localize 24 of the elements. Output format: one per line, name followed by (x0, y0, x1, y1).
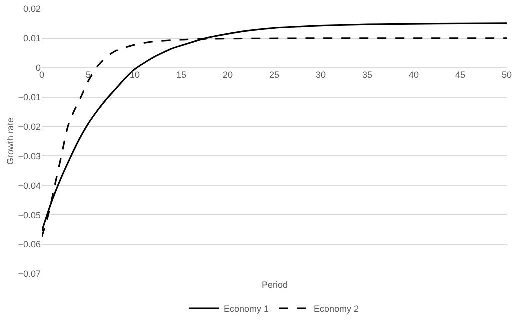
y-tick-label: −0.04 (18, 180, 41, 191)
x-tick-label: 50 (502, 70, 512, 80)
x-tick-label: 10 (130, 70, 140, 80)
x-tick-label: 40 (408, 70, 420, 80)
y-tick-label: −0.01 (18, 92, 41, 102)
x-tick-label: 30 (316, 70, 326, 80)
x-tick-label: 20 (222, 70, 234, 80)
y-tick-label: 0 (36, 63, 41, 74)
y-tick-label: −0.02 (18, 122, 41, 132)
x-tick-label: 35 (362, 70, 373, 80)
x-tick-label: 5 (86, 70, 92, 80)
x-tick-label: 15 (176, 70, 187, 80)
legend-label: Economy 1 (224, 304, 270, 314)
y-axis-title: Growth rate (6, 118, 16, 166)
x-axis-title: Period (262, 280, 288, 290)
y-tick-label: −0.06 (18, 240, 41, 250)
x-tick-label: 25 (269, 70, 280, 80)
legend-label: Economy 2 (314, 304, 360, 314)
y-tick-label: −0.07 (18, 269, 41, 280)
y-tick-label: −0.05 (18, 210, 41, 220)
y-tick-label: 0.01 (23, 34, 41, 44)
y-tick-label: −0.03 (18, 151, 41, 162)
x-tick-label: 45 (455, 70, 466, 80)
y-tick-label: 0.02 (23, 4, 41, 14)
